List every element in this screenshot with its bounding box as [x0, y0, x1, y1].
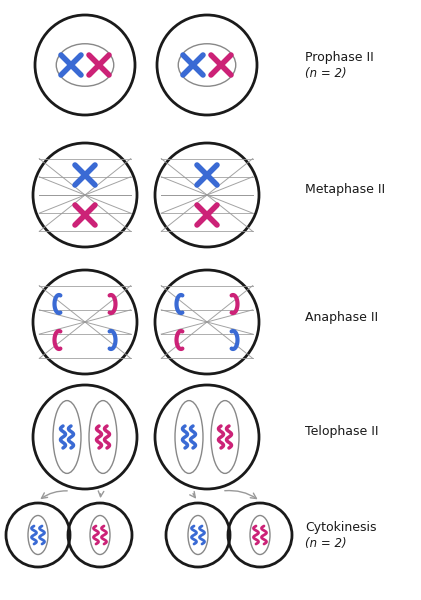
Text: (n = 2): (n = 2) [305, 67, 346, 79]
Text: Anaphase II: Anaphase II [305, 311, 378, 323]
Text: Prophase II: Prophase II [305, 50, 374, 64]
Text: (n = 2): (n = 2) [305, 536, 346, 550]
Text: Metaphase II: Metaphase II [305, 184, 385, 196]
Text: Telophase II: Telophase II [305, 425, 378, 439]
Text: Cytokinesis: Cytokinesis [305, 520, 376, 533]
